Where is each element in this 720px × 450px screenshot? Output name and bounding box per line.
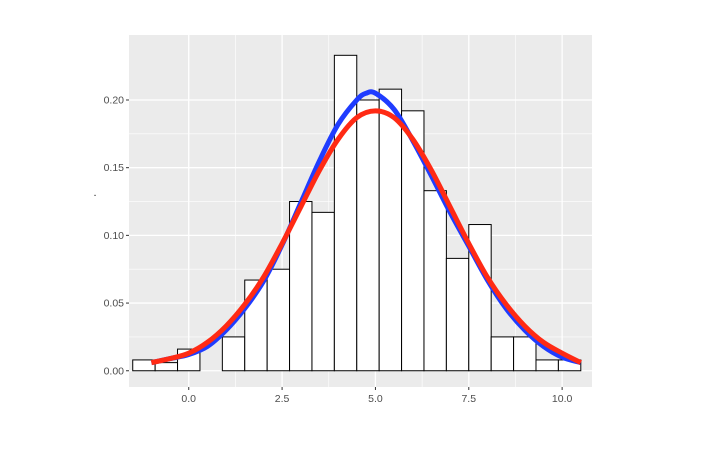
x-tick-label: 5.0: [368, 393, 383, 405]
histogram-bar: [154, 362, 179, 372]
y-tick-label: 0.15: [104, 162, 125, 174]
y-tick-label: 0.05: [104, 298, 125, 310]
histogram-bar: [311, 211, 335, 372]
histogram-bar: [378, 88, 403, 372]
histogram-bar: [356, 99, 380, 372]
histogram-bar: [513, 336, 537, 372]
histogram-bar: [423, 190, 447, 372]
density-curves: [150, 89, 582, 366]
density-curve-red: [150, 108, 582, 366]
x-axis: 0.0 2.5 5.0 7.5 10.0: [181, 387, 573, 405]
y-tick-label: 0.10: [104, 230, 125, 242]
y-tick-label: 0.20: [104, 94, 125, 106]
x-tick-label: 0.0: [181, 393, 196, 405]
x-tick-label: 7.5: [461, 393, 476, 405]
histogram-bar: [535, 359, 559, 372]
x-tick-label: 2.5: [275, 393, 290, 405]
histogram-bars: [132, 54, 582, 372]
histogram-bar: [266, 268, 291, 372]
histogram-bar: [490, 336, 515, 372]
histogram-bar: [445, 257, 470, 372]
y-axis: 0.00 0.05 0.10 0.15 0.20: [104, 94, 129, 377]
x-tick-label: 10.0: [552, 393, 573, 405]
y-axis-title: .: [93, 187, 96, 199]
histogram-bar: [221, 336, 246, 372]
y-tick-label: 0.00: [104, 365, 125, 377]
